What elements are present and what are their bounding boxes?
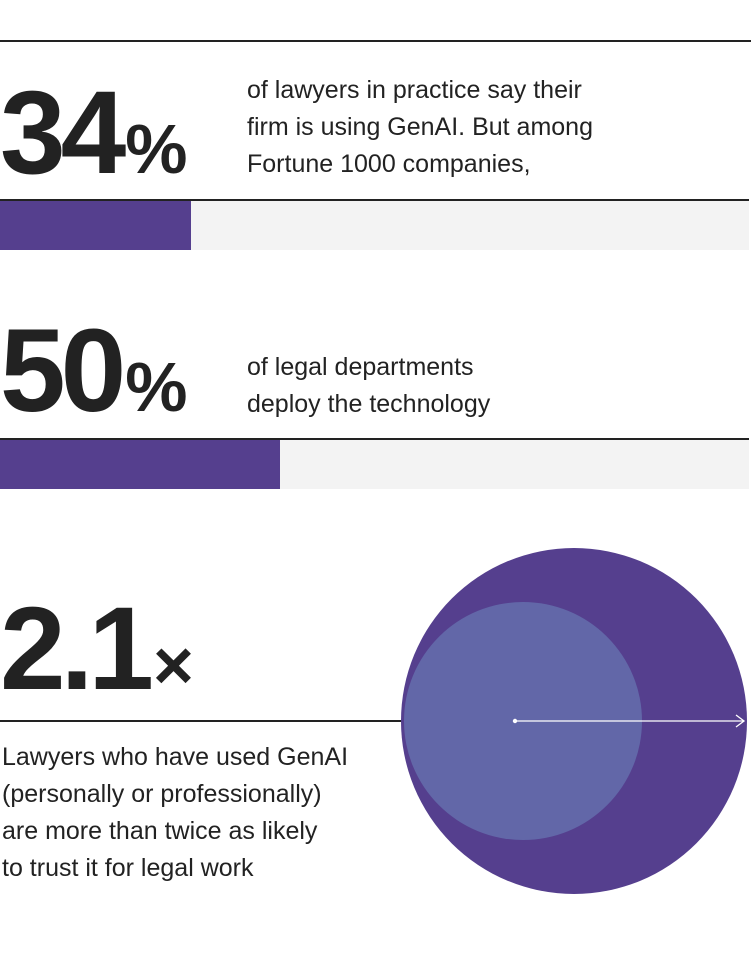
stat-description-line: Fortune 1000 companies, bbox=[247, 150, 531, 178]
arrow-head-icon bbox=[735, 714, 746, 728]
stat-value: 34 bbox=[0, 67, 126, 199]
stat-description: of legal departments deploy the technolo… bbox=[247, 349, 490, 423]
multiplier-description-line: Lawyers who have used GenAI bbox=[2, 743, 349, 771]
stat-34-percent: 34% bbox=[0, 74, 188, 192]
stat-description-line: firm is using GenAI. But among bbox=[247, 113, 593, 141]
multiplier-description-line: (personally or professionally) bbox=[2, 780, 322, 808]
stat-description: of lawyers in practice say their firm is… bbox=[247, 72, 593, 183]
progress-bar-fill bbox=[0, 440, 281, 489]
stat-divider bbox=[0, 199, 749, 201]
progress-bar-fill bbox=[0, 201, 191, 250]
stat-50-percent: 50% bbox=[0, 312, 188, 430]
stat-value: 2.1 bbox=[0, 583, 154, 715]
radius-origin-dot bbox=[512, 718, 518, 724]
stat-unit: × bbox=[153, 626, 194, 704]
stat-description-line: of lawyers in practice say their bbox=[247, 76, 582, 104]
stat-unit: % bbox=[125, 110, 188, 188]
stat-multiplier: 2.1× bbox=[0, 590, 194, 708]
stat-unit: % bbox=[125, 348, 188, 426]
top-divider bbox=[0, 40, 751, 42]
stat-description-line: deploy the technology bbox=[247, 390, 491, 418]
multiplier-description-line: are more than twice as likely bbox=[2, 817, 318, 845]
progress-bar-track bbox=[0, 201, 749, 250]
stat-divider bbox=[0, 438, 749, 440]
progress-bar-track bbox=[0, 440, 749, 489]
multiplier-description: Lawyers who have used GenAI (personally … bbox=[2, 739, 348, 887]
stat-description-line: of legal departments bbox=[247, 353, 474, 381]
stat-value: 50 bbox=[0, 305, 126, 437]
comparison-circles bbox=[401, 548, 747, 894]
multiplier-divider bbox=[0, 720, 402, 722]
multiplier-description-line: to trust it for legal work bbox=[2, 854, 254, 882]
